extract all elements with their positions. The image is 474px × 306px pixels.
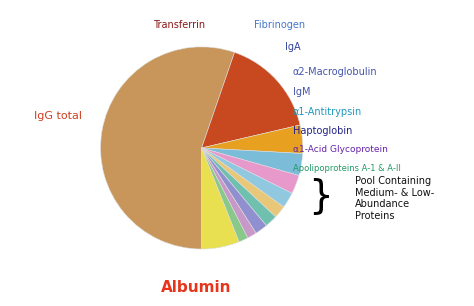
Text: }: } xyxy=(309,177,333,215)
Wedge shape xyxy=(201,148,266,233)
Text: Haptoglobin: Haptoglobin xyxy=(292,126,352,136)
Wedge shape xyxy=(100,47,235,249)
Text: Pool Containing
Medium- & Low-
Abundance
Proteins: Pool Containing Medium- & Low- Abundance… xyxy=(355,176,435,221)
Wedge shape xyxy=(201,148,256,238)
Text: Albumin: Albumin xyxy=(161,280,232,295)
Text: Transferrin: Transferrin xyxy=(153,20,205,30)
Wedge shape xyxy=(201,148,299,193)
Wedge shape xyxy=(201,52,300,148)
Text: IgG total: IgG total xyxy=(34,110,82,121)
Wedge shape xyxy=(201,148,239,249)
Text: α2-Macroglobulin: α2-Macroglobulin xyxy=(292,67,377,77)
Wedge shape xyxy=(201,148,248,242)
Text: Apolipoproteins A-1 & A-II: Apolipoproteins A-1 & A-II xyxy=(292,164,401,173)
Wedge shape xyxy=(201,148,302,176)
Text: α1-Antitrypsin: α1-Antitrypsin xyxy=(292,106,362,117)
Text: α1-Acid Glycoprotein: α1-Acid Glycoprotein xyxy=(292,145,387,155)
Wedge shape xyxy=(201,148,275,226)
Text: IgA: IgA xyxy=(284,42,300,52)
Wedge shape xyxy=(201,148,283,217)
Wedge shape xyxy=(201,148,292,207)
Wedge shape xyxy=(201,125,303,154)
Text: Fibrinogen: Fibrinogen xyxy=(254,20,305,30)
Text: IgM: IgM xyxy=(292,87,310,97)
